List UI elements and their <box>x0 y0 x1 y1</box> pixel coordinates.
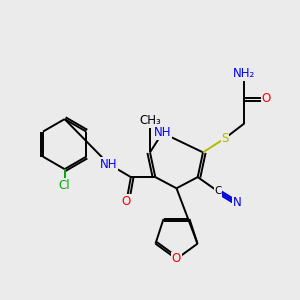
Text: NH: NH <box>100 158 118 171</box>
Text: C: C <box>214 186 221 196</box>
Text: O: O <box>122 195 131 208</box>
Text: NH₂: NH₂ <box>233 67 255 80</box>
Text: O: O <box>262 92 271 105</box>
Text: NH: NH <box>154 126 171 140</box>
Text: S: S <box>221 132 229 145</box>
Text: Cl: Cl <box>59 179 70 192</box>
Text: N: N <box>232 196 241 209</box>
Text: O: O <box>172 252 181 266</box>
Text: CH₃: CH₃ <box>139 114 161 127</box>
